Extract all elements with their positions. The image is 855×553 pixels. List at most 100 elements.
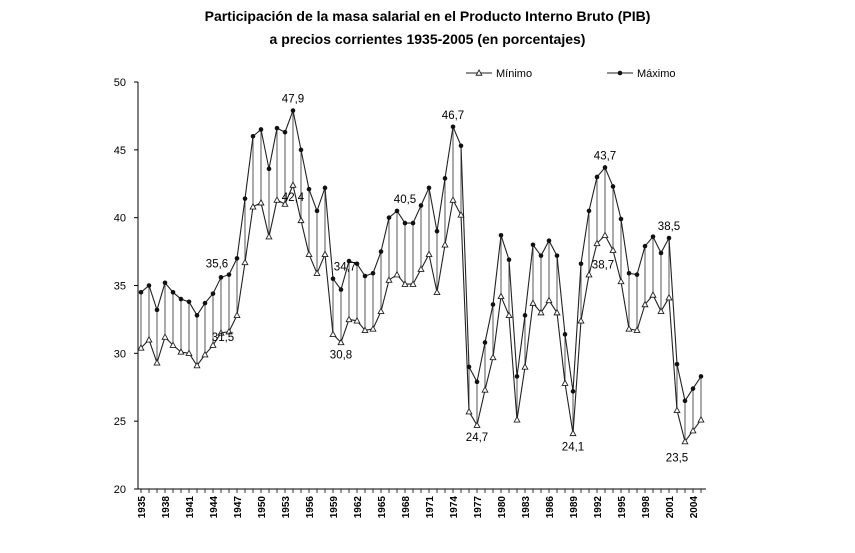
point-maximo (194, 313, 200, 318)
point-minimo (665, 293, 673, 301)
point-minimo (553, 308, 561, 316)
point-maximo (538, 253, 544, 258)
y-tick-label: 35 (114, 281, 126, 293)
point-maximo (410, 220, 416, 226)
data-label: 38,7 (592, 259, 614, 271)
data-label: 38,5 (658, 221, 680, 233)
x-tick-label: 1977 (473, 496, 484, 519)
point-minimo (513, 415, 521, 423)
point-maximo (474, 379, 480, 385)
point-maximo (482, 340, 488, 345)
point-maximo (202, 300, 208, 306)
x-tick-label: 1956 (305, 496, 316, 519)
point-maximo (466, 364, 472, 370)
point-minimo (145, 335, 153, 343)
x-tick-label: 1983 (521, 496, 532, 519)
point-maximo (490, 302, 496, 307)
point-maximo (218, 275, 224, 280)
point-maximo (370, 270, 376, 276)
point-minimo (329, 330, 337, 338)
point-maximo (330, 276, 336, 282)
point-minimo (249, 202, 257, 210)
legend-label-maximo: Máximo (637, 68, 676, 80)
x-tick-label: 1944 (209, 496, 220, 519)
point-maximo (178, 296, 184, 302)
legend: Mínimo Máximo (466, 68, 676, 80)
point-minimo (281, 200, 289, 207)
point-maximo (570, 389, 576, 394)
point-minimo (465, 407, 473, 415)
point-minimo (593, 239, 601, 247)
point-minimo (633, 326, 641, 333)
point-maximo (418, 203, 424, 208)
point-minimo (401, 280, 409, 287)
point-minimo (369, 324, 377, 332)
data-label: 47,9 (282, 93, 304, 105)
point-minimo (273, 196, 281, 203)
point-maximo (674, 361, 680, 367)
point-minimo (217, 329, 225, 336)
data-label: 24,7 (466, 432, 488, 444)
point-minimo (601, 231, 609, 239)
point-maximo (266, 166, 272, 172)
point-maximo (338, 287, 344, 292)
x-tick-label: 1968 (401, 496, 412, 519)
point-maximo (242, 196, 248, 201)
point-minimo (225, 327, 233, 335)
data-label: 24,1 (562, 441, 584, 453)
x-tick-label: 2001 (665, 496, 676, 519)
point-maximo (650, 234, 656, 239)
point-minimo (137, 343, 145, 351)
point-minimo (569, 429, 577, 437)
point-maximo (658, 250, 664, 256)
point-minimo (241, 258, 249, 266)
point-maximo (250, 133, 256, 139)
point-maximo (314, 208, 320, 214)
point-minimo (585, 270, 593, 278)
point-maximo (666, 235, 672, 241)
point-minimo (473, 421, 481, 428)
x-tick-label: 1953 (281, 496, 292, 519)
point-minimo (265, 232, 273, 240)
point-maximo (498, 233, 504, 238)
point-minimo (697, 415, 705, 423)
point-maximo (298, 147, 304, 153)
chart-subtitle: a precios corrientes 1935-2005 (en porce… (269, 31, 586, 47)
point-maximo (154, 307, 160, 313)
point-maximo (146, 283, 152, 288)
point-minimo (425, 250, 433, 257)
y-tick-label: 20 (114, 484, 126, 496)
point-minimo (505, 311, 513, 319)
data-label: 40,5 (394, 194, 416, 206)
point-maximo (354, 261, 360, 267)
x-tick-label: 1965 (377, 496, 388, 519)
point-maximo (586, 208, 592, 214)
x-tick-label: 1950 (257, 496, 268, 519)
point-maximo (450, 124, 456, 130)
x-tick-label: 1989 (569, 496, 580, 519)
point-minimo (393, 270, 401, 278)
point-maximo (610, 184, 616, 189)
data-annotations: 47,9 46,7 43,7 42,4 40,5 38,7 38,5 35,6 34,7 31,5… (206, 93, 688, 464)
point-minimo (497, 292, 505, 300)
point-minimo (169, 341, 177, 348)
point-maximo (394, 208, 400, 214)
point-maximo (530, 242, 536, 248)
point-maximo (138, 289, 144, 295)
point-maximo (378, 249, 384, 254)
point-minimo (561, 379, 569, 386)
x-axis-ticks: 1935 1938 1941 1944 1947 1950 1953 1956 1959 1962… (137, 489, 702, 519)
range-bars (140, 110, 702, 442)
point-minimo (681, 437, 689, 445)
point-maximo (594, 174, 600, 180)
point-maximo (578, 261, 584, 267)
point-maximo (682, 398, 688, 404)
point-minimo (449, 196, 457, 203)
point-maximo (362, 273, 368, 279)
data-label: 31,5 (212, 332, 234, 344)
point-maximo (346, 258, 352, 264)
point-maximo (458, 143, 464, 149)
data-label: 23,5 (666, 453, 688, 465)
point-minimo (385, 276, 393, 283)
